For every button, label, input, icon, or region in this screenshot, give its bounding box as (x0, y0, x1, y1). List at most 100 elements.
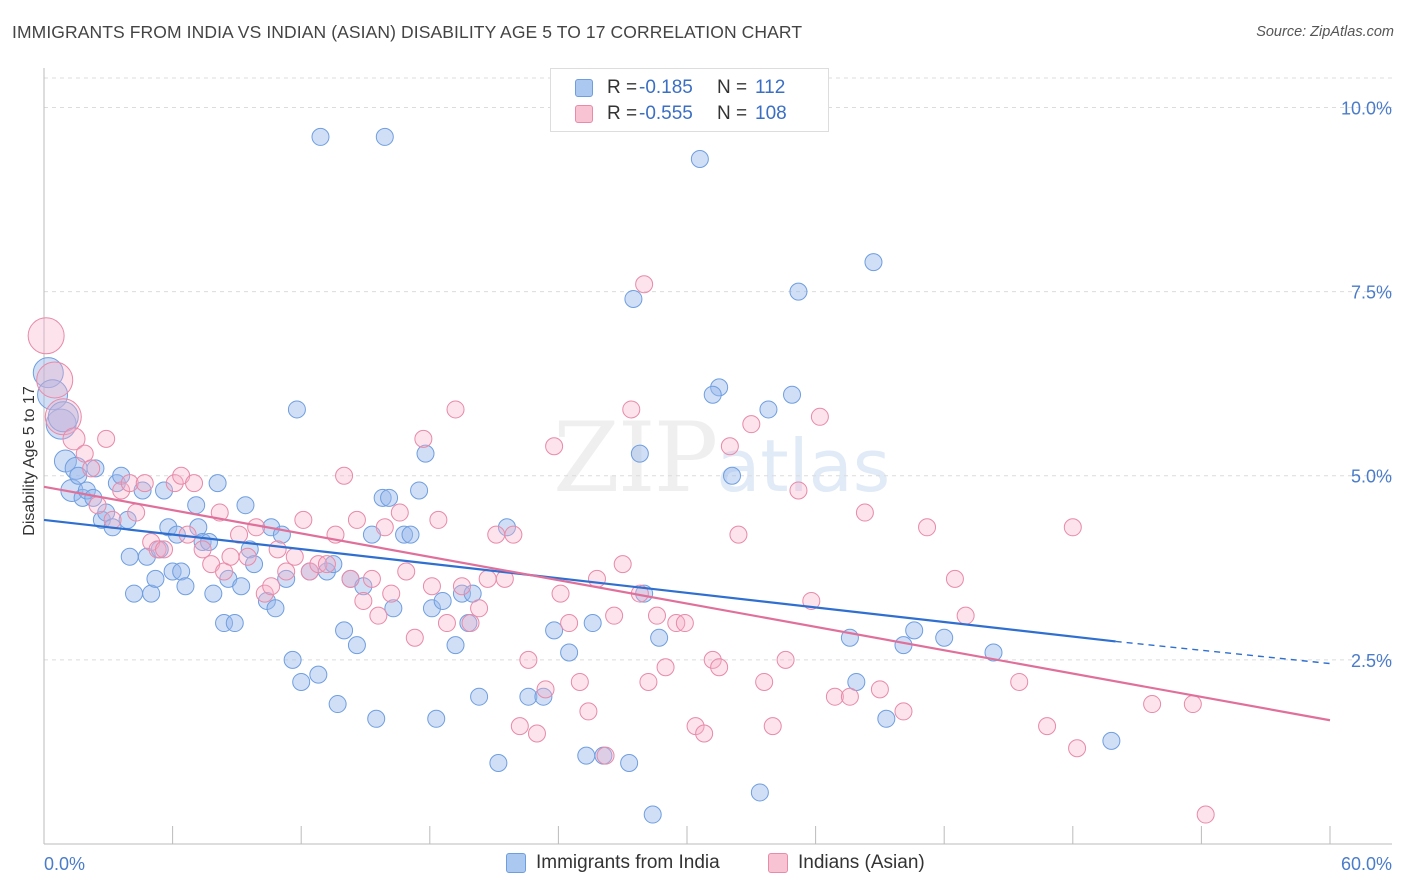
india-point (783, 385, 802, 404)
asian-point (446, 400, 465, 419)
asian-point (369, 606, 388, 625)
asian-point (720, 437, 739, 456)
asian-point (185, 474, 204, 493)
asian-point (461, 614, 480, 633)
asian-point (82, 459, 101, 478)
asian-point (262, 577, 281, 596)
india-point (347, 636, 366, 655)
asian-point (656, 658, 675, 677)
asian-point (622, 400, 641, 419)
asian-point (755, 672, 774, 691)
asian-point (362, 569, 381, 588)
asian-point (596, 746, 615, 765)
asian-point (62, 427, 86, 451)
asian-point (1063, 518, 1082, 537)
india-point (155, 481, 174, 500)
y-tick-label: 7.5% (1351, 283, 1392, 303)
india-point (335, 621, 354, 640)
india-point (395, 525, 414, 544)
asian-point (1183, 695, 1202, 714)
india-point (630, 444, 649, 463)
asian-point (956, 606, 975, 625)
asian-point (763, 717, 782, 736)
asian-point (560, 614, 579, 633)
watermark: ZIPatlas (553, 402, 890, 514)
india-point (534, 687, 553, 706)
india-point (984, 643, 1003, 662)
india-point (204, 584, 223, 603)
india-point (723, 466, 742, 485)
asian-point (675, 614, 694, 633)
asian-point (478, 569, 497, 588)
india-point (47, 401, 79, 433)
asian-point (1143, 695, 1162, 714)
correlation-legend: R = -0.185 N = 112 R = -0.555 N = 108 (550, 68, 829, 132)
india-point (380, 488, 399, 507)
asian-point (587, 569, 606, 588)
asian-point (155, 540, 174, 559)
asian-point (635, 275, 654, 294)
india-point (710, 378, 729, 397)
asian-point (335, 466, 354, 485)
india-point (232, 577, 251, 596)
asian-point (452, 577, 471, 596)
asian-point (268, 540, 287, 559)
asian-point (230, 525, 249, 544)
watermark-atlas: atlas (716, 424, 891, 508)
asian-point (277, 562, 296, 581)
asian-point (710, 658, 729, 677)
asian-point (855, 503, 874, 522)
india-point (422, 599, 441, 618)
asian-point (127, 503, 146, 522)
asian-point (36, 361, 74, 399)
india-point (624, 289, 643, 308)
asian-point (870, 680, 889, 699)
asian-point (382, 584, 401, 603)
india-point (324, 555, 343, 574)
india-trend-extension (1115, 640, 1331, 665)
y-axis-title: Disability Age 5 to 17 (21, 386, 38, 536)
chart-title: IMMIGRANTS FROM INDIA VS INDIAN (ASIAN) … (12, 22, 803, 42)
asian-point (103, 510, 122, 529)
india-point (236, 496, 255, 515)
india-point (935, 628, 954, 647)
india-point (146, 569, 165, 588)
india-point (287, 400, 306, 419)
asian-point (405, 628, 424, 647)
source-note: Source: ZipAtlas.com (1256, 24, 1394, 40)
legend-swatch-india (575, 79, 593, 97)
trend-lines (43, 485, 1331, 722)
asian-point (840, 687, 859, 706)
bottom-legend-india: Immigrants from India (506, 852, 720, 874)
y-tick-label: 10.0% (1341, 98, 1392, 118)
india-point (283, 650, 302, 669)
india-point (452, 584, 471, 603)
india-point (384, 599, 403, 618)
legend-r-value: -0.185 (639, 77, 693, 98)
bottom-swatch-india (506, 853, 526, 873)
asian-point (487, 525, 506, 544)
legend-n-value: 112 (755, 77, 786, 98)
asian-point (1010, 672, 1029, 691)
asian-point (647, 606, 666, 625)
asian-point (579, 702, 598, 721)
asian-point (255, 584, 274, 603)
legend-swatch-asian (575, 105, 593, 123)
asian-point (918, 518, 937, 537)
asian-point (285, 547, 304, 566)
asian-point (238, 547, 257, 566)
india-point (894, 636, 913, 655)
asian-point (729, 525, 748, 544)
india-point (620, 753, 639, 772)
x-tick-label: 0.0% (44, 854, 85, 874)
india-point (877, 709, 896, 728)
india-point (215, 614, 234, 633)
india-point (690, 150, 709, 169)
india-point (446, 636, 465, 655)
india-point (643, 805, 662, 824)
bottom-swatch-asian (768, 853, 788, 873)
watermark-zip: ZIP (553, 402, 718, 514)
india-point (433, 591, 452, 610)
asian-point (148, 540, 167, 559)
